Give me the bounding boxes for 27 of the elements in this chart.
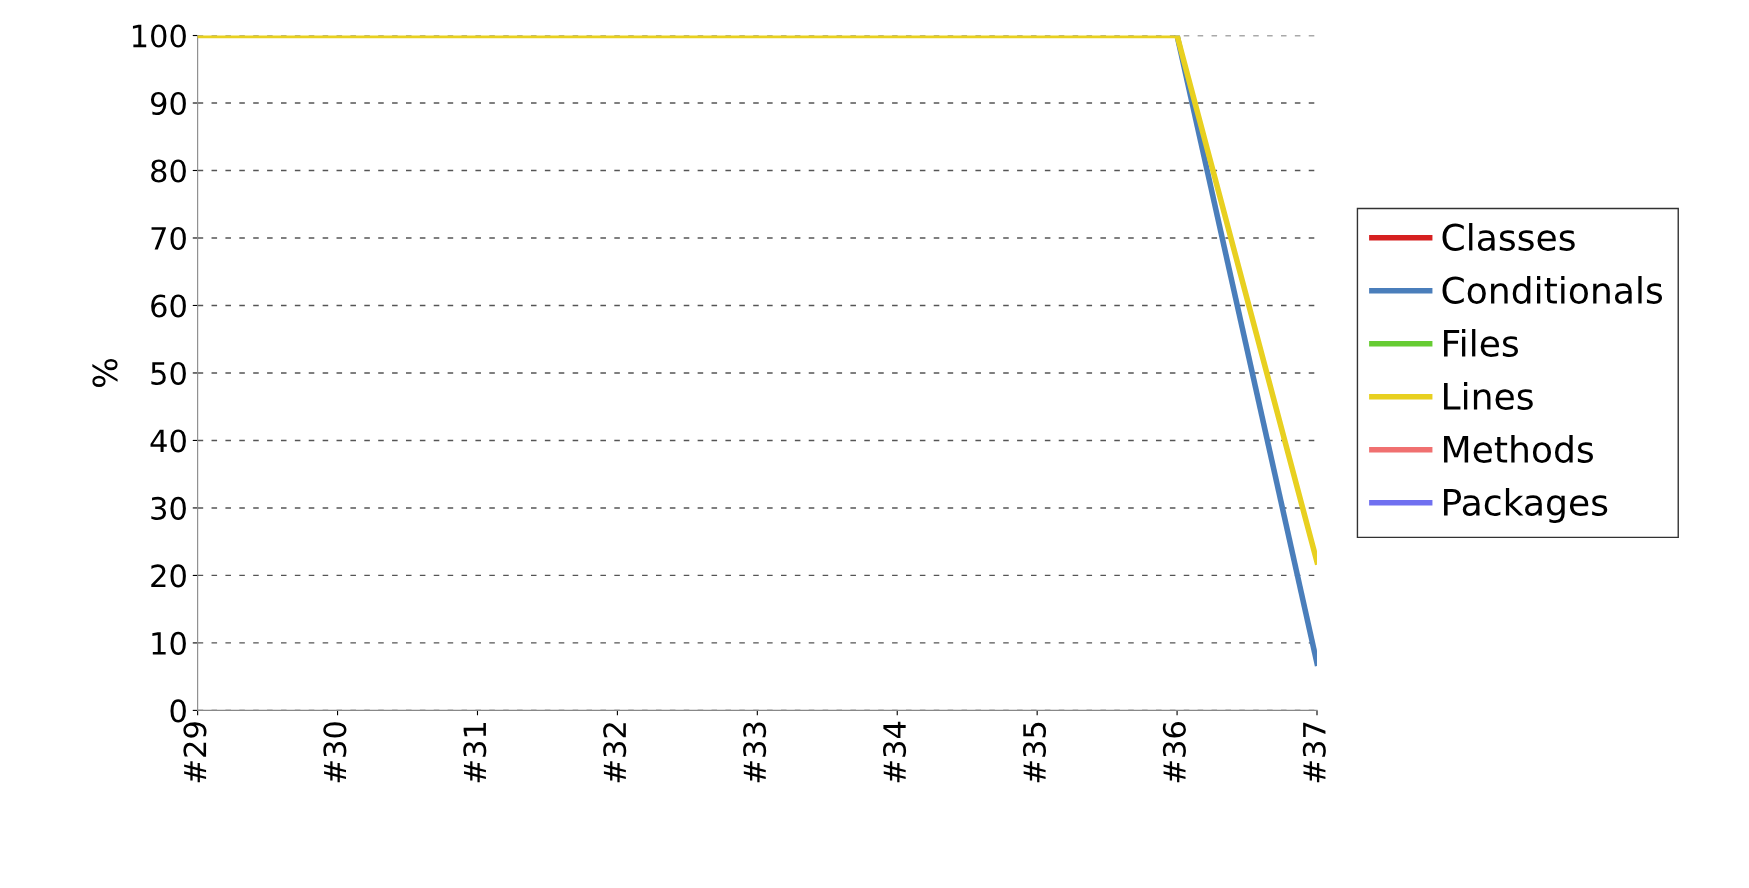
y-tick-label: 60 <box>151 294 186 318</box>
x-tick-label: #33 <box>743 722 767 783</box>
x-tick-label: #36 <box>1162 722 1186 783</box>
y-tick-label: 70 <box>151 226 186 251</box>
y-tick-label: 30 <box>151 496 186 520</box>
legend-label: Classes <box>1442 222 1575 251</box>
x-tick-label: #34 <box>882 721 907 783</box>
x-tick-label: #31 <box>463 722 487 783</box>
y-tick-label: 50 <box>151 361 186 385</box>
y-tick-label: 20 <box>151 564 186 588</box>
legend-label: Files <box>1444 328 1518 357</box>
y-tick-label: 90 <box>150 91 186 116</box>
y-tick-label: 10 <box>152 631 186 655</box>
x-tick-label: #32 <box>603 723 627 783</box>
legend-label: Lines <box>1444 381 1533 410</box>
x-tick-label: #35 <box>1022 722 1047 783</box>
legend-label: Methods <box>1444 434 1593 463</box>
x-tick-label: #30 <box>323 722 347 783</box>
legend-label: Packages <box>1444 488 1608 523</box>
y-tick-label: 80 <box>151 159 186 183</box>
y-tick-label: 100 <box>132 24 186 48</box>
y-axis-title: % <box>92 358 118 387</box>
y-tick-label: 0 <box>170 699 186 723</box>
y-tick-label: 40 <box>150 429 186 453</box>
x-tick-label: #29 <box>183 722 207 783</box>
legend-label: Conditionals <box>1442 275 1663 304</box>
x-tick-label: #37 <box>1302 722 1326 783</box>
